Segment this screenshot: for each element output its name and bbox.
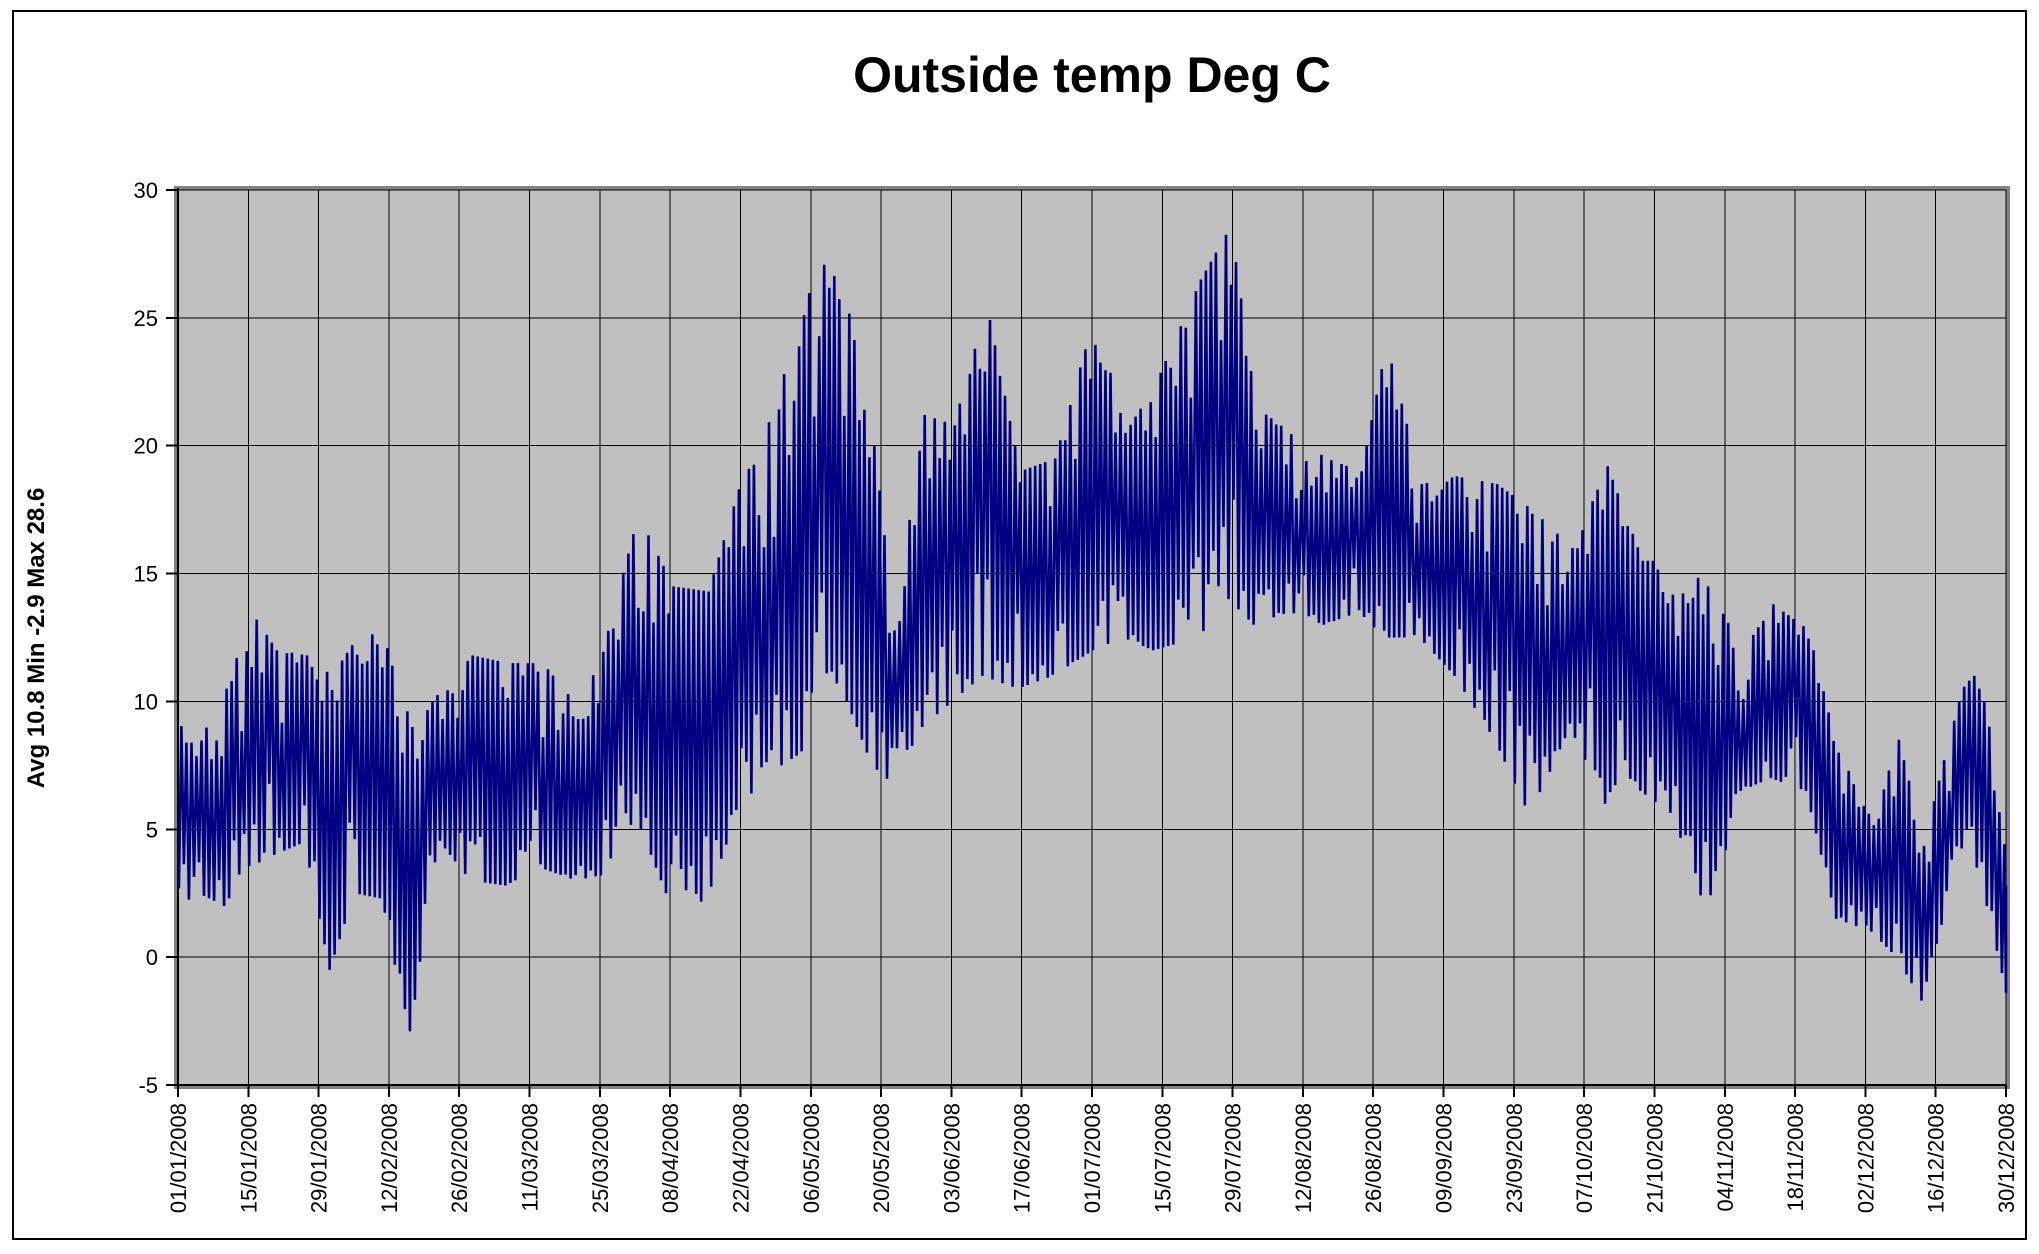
y-tick-label: 15: [134, 562, 158, 587]
x-tick-label: 03/06/2008: [939, 1103, 964, 1213]
x-tick-label: 15/01/2008: [236, 1103, 261, 1213]
x-tick-label: 21/10/2008: [1642, 1103, 1667, 1213]
x-tick-label: 16/12/2008: [1924, 1103, 1949, 1213]
chart-title: Outside temp Deg C: [853, 47, 1331, 103]
x-tick-label: 11/03/2008: [518, 1103, 543, 1211]
plot-area: 30 25 20 15 10 5 0 -5 01/01/2008 15/01/2008 29/01/…: [134, 178, 2019, 1213]
x-tick-label: 08/04/2008: [658, 1103, 683, 1213]
y-axis-label: Avg 10.8 Min -2.9 Max 28.6: [23, 488, 50, 789]
y-tick-label: 30: [134, 178, 158, 203]
x-tick-label: 20/05/2008: [869, 1103, 894, 1213]
x-tick-label: 29/01/2008: [307, 1103, 332, 1213]
x-tick-label: 07/10/2008: [1572, 1103, 1597, 1213]
y-tick-label: 20: [134, 434, 158, 459]
x-tick-label: 15/07/2008: [1150, 1103, 1175, 1213]
temperature-series: [177, 234, 2008, 1032]
x-tick-label: 04/11/2008: [1713, 1103, 1738, 1211]
y-tick-label: 0: [146, 945, 158, 970]
x-tick-label: 12/08/2008: [1291, 1103, 1316, 1213]
x-tick-label: 01/07/2008: [1080, 1103, 1105, 1213]
x-tick-label: 06/05/2008: [799, 1103, 824, 1213]
x-tick-label: 18/11/2008: [1783, 1103, 1808, 1211]
y-tick-label: 5: [146, 817, 158, 842]
x-tick-label: 26/08/2008: [1361, 1103, 1386, 1213]
x-tick-label: 09/09/2008: [1432, 1103, 1457, 1213]
page-border-frame: [12, 10, 2027, 1240]
x-tick-label: 02/12/2008: [1853, 1103, 1878, 1213]
x-tick-label: 29/07/2008: [1221, 1103, 1246, 1213]
x-tick-label: 26/02/2008: [447, 1103, 472, 1213]
x-tick-label: 30/12/2008: [1994, 1103, 2019, 1213]
x-tick-label: 01/01/2008: [166, 1103, 191, 1213]
y-tick-label: 10: [134, 689, 158, 714]
y-tick-label: 25: [134, 306, 158, 331]
x-tick-label: 12/02/2008: [377, 1103, 402, 1213]
x-tick-label: 23/09/2008: [1502, 1103, 1527, 1213]
x-tick-label: 25/03/2008: [588, 1103, 613, 1213]
x-tick-label: 22/04/2008: [728, 1103, 753, 1213]
y-tick-label: -5: [138, 1073, 158, 1098]
x-tick-label: 17/06/2008: [1010, 1103, 1035, 1213]
